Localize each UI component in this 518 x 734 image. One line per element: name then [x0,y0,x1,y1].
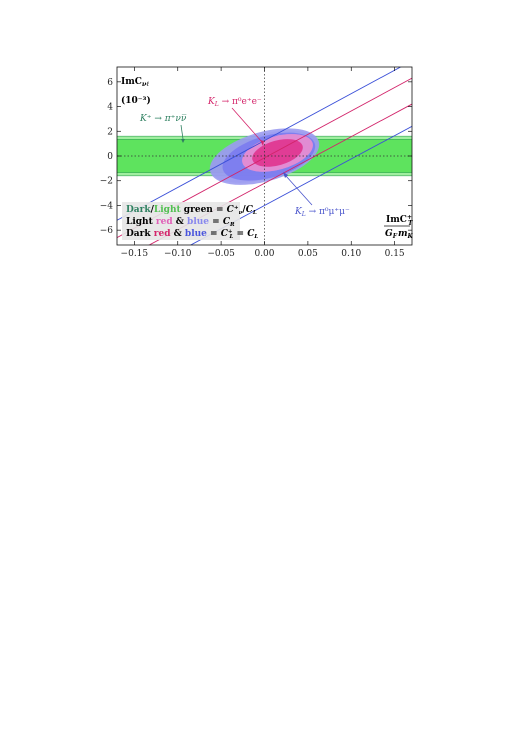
x-axis-label: ImC+ T GFmK [384,214,413,240]
svg-text:K⁺ → π⁺νν̅: K⁺ → π⁺νν̅ [139,114,187,124]
x-tick-label: −0.05 [207,249,235,259]
ellipse-pink-dark-top [252,139,303,167]
svg-text:ImC+T: ImC+ T [386,214,413,227]
svg-text:GFmK: GFmK [385,229,413,240]
x-tick-label: −0.15 [121,249,149,259]
annotation-kl-ee: KL → π⁰e⁺e⁻ [207,97,264,146]
y-tick-label: 4 [107,103,113,113]
annotation-kplus: K⁺ → π⁺νν̅ [139,114,187,143]
legend-row-2: Light red & blue = CR [126,217,235,228]
x-tick-label: 0.15 [385,249,405,259]
x-tick-label: 0.00 [254,249,274,259]
legend-row-3: Dark red & blue = C+ L = CL [126,229,258,240]
legend: Dark/Light green = C⁺ν/CL Light red & bl… [122,202,258,240]
axes: −0.15 −0.10 −0.05 0.00 0.05 0.10 0.15 −6 −4 −2 0 2 4… [100,67,412,259]
legend-row-1: Dark/Light green = C⁺ν/CL [126,205,257,216]
y-tick-label: −2 [100,177,113,187]
y-tick-label: 6 [107,78,113,88]
y-axis-scale: (10⁻³) [121,95,151,106]
line-blue-1 [189,125,412,245]
y-tick-label: −4 [100,201,114,211]
x-tick-label: 0.10 [341,249,361,259]
annotation-kl-mumu: KL → π⁰μ⁺μ⁻ [283,172,350,218]
x-tick-label: 0.05 [298,249,318,259]
y-tick-label: 0 [107,152,113,162]
y-tick-label: −6 [100,226,114,236]
y-axis-label: ImCνℓ [121,77,149,88]
x-tick-label: −0.10 [164,249,192,259]
svg-text:KL → π⁰e⁺e⁻: KL → π⁰e⁺e⁻ [207,97,262,108]
y-tick-label: 2 [107,127,113,137]
svg-text:KL → π⁰μ⁺μ⁻: KL → π⁰μ⁺μ⁻ [294,207,350,218]
